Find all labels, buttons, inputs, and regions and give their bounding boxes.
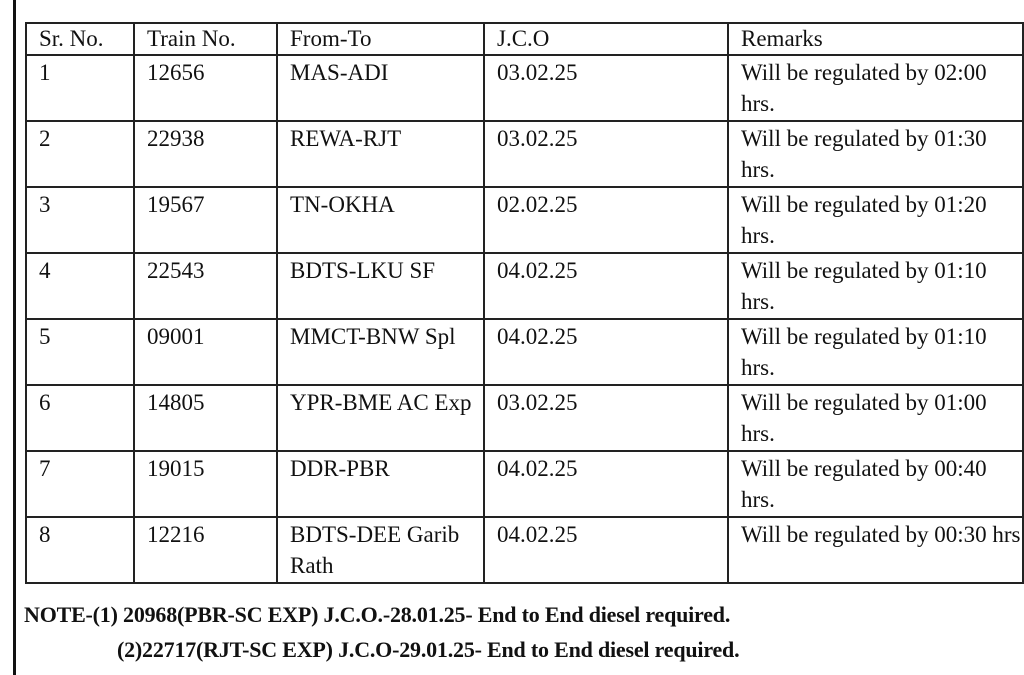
table-row: 8 12216 BDTS-DEE Garib Rath 04.02.25 Will be… xyxy=(25,516,1024,584)
cell-train-no: 19015 xyxy=(133,450,278,518)
cell-sr-no: 8 xyxy=(25,516,135,584)
cell-remarks: Will be regulated by 01:10 hrs. xyxy=(727,318,1024,386)
note-line-1: NOTE-(1) 20968(PBR-SC EXP) J.C.O.-28.01.… xyxy=(24,602,731,627)
table-row: 1 12656 MAS-ADI 03.02.25 Will be regulated b… xyxy=(25,54,1024,122)
table-row: 6 14805 YPR-BME AC Exp 03.02.25 Will be regu… xyxy=(25,384,1024,452)
cell-remarks: Will be regulated by 00:30 hrs xyxy=(727,516,1024,584)
cell-jco: 02.02.25 xyxy=(483,186,729,254)
cell-sr-no: 5 xyxy=(25,318,135,386)
cell-train-no: 12656 xyxy=(133,54,278,122)
cell-from-to: REWA-RJT xyxy=(276,120,485,188)
note-line-2: (2)22717(RJT-SC EXP) J.C.O-29.01.25- End… xyxy=(117,637,740,662)
cell-from-to: BDTS-LKU SF xyxy=(276,252,485,320)
header-from-to: From-To xyxy=(276,22,485,56)
cell-jco: 03.02.25 xyxy=(483,54,729,122)
table-row: 2 22938 REWA-RJT 03.02.25 Will be regulated … xyxy=(25,120,1024,188)
table-row: 5 09001 MMCT-BNW Spl 04.02.25 Will be regula… xyxy=(25,318,1024,386)
cell-jco: 03.02.25 xyxy=(483,120,729,188)
cell-from-to: MMCT-BNW Spl xyxy=(276,318,485,386)
cell-sr-no: 4 xyxy=(25,252,135,320)
cell-train-no: 22938 xyxy=(133,120,278,188)
cell-remarks: Will be regulated by 01:10 hrs. xyxy=(727,252,1024,320)
table-row: 3 19567 TN-OKHA 02.02.25 Will be regulated b… xyxy=(25,186,1024,254)
cell-train-no: 19567 xyxy=(133,186,278,254)
cell-remarks: Will be regulated by 01:30 hrs. xyxy=(727,120,1024,188)
cell-train-no: 09001 xyxy=(133,318,278,386)
cell-jco: 03.02.25 xyxy=(483,384,729,452)
header-remarks: Remarks xyxy=(727,22,1024,56)
cell-sr-no: 7 xyxy=(25,450,135,518)
cell-from-to: BDTS-DEE Garib Rath xyxy=(276,516,485,584)
cell-from-to: TN-OKHA xyxy=(276,186,485,254)
header-train-no: Train No. xyxy=(133,22,278,56)
cell-from-to: DDR-PBR xyxy=(276,450,485,518)
cell-sr-no: 1 xyxy=(25,54,135,122)
cell-from-to: YPR-BME AC Exp xyxy=(276,384,485,452)
table-header-row: Sr. No. Train No. From-To J.C.O Remarks xyxy=(25,22,1024,56)
cell-remarks: Will be regulated by 00:40 hrs. xyxy=(727,450,1024,518)
cell-remarks: Will be regulated by 01:20 hrs. xyxy=(727,186,1024,254)
cell-remarks: Will be regulated by 01:00 hrs. xyxy=(727,384,1024,452)
cell-sr-no: 2 xyxy=(25,120,135,188)
table-row: 4 22543 BDTS-LKU SF 04.02.25 Will be regulat… xyxy=(25,252,1024,320)
cell-jco: 04.02.25 xyxy=(483,450,729,518)
cell-train-no: 12216 xyxy=(133,516,278,584)
cell-remarks: Will be regulated by 02:00 hrs. xyxy=(727,54,1024,122)
cell-train-no: 22543 xyxy=(133,252,278,320)
header-sr-no: Sr. No. xyxy=(25,22,135,56)
cell-jco: 04.02.25 xyxy=(483,252,729,320)
cell-from-to: MAS-ADI xyxy=(276,54,485,122)
header-jco: J.C.O xyxy=(483,22,729,56)
cell-jco: 04.02.25 xyxy=(483,318,729,386)
table-row: 7 19015 DDR-PBR 04.02.25 Will be regulated b… xyxy=(25,450,1024,518)
train-regulation-table: Sr. No. Train No. From-To J.C.O Remarks … xyxy=(25,22,1024,584)
cell-sr-no: 6 xyxy=(25,384,135,452)
cell-sr-no: 3 xyxy=(25,186,135,254)
cell-train-no: 14805 xyxy=(133,384,278,452)
page-border-line xyxy=(13,0,16,675)
cell-jco: 04.02.25 xyxy=(483,516,729,584)
